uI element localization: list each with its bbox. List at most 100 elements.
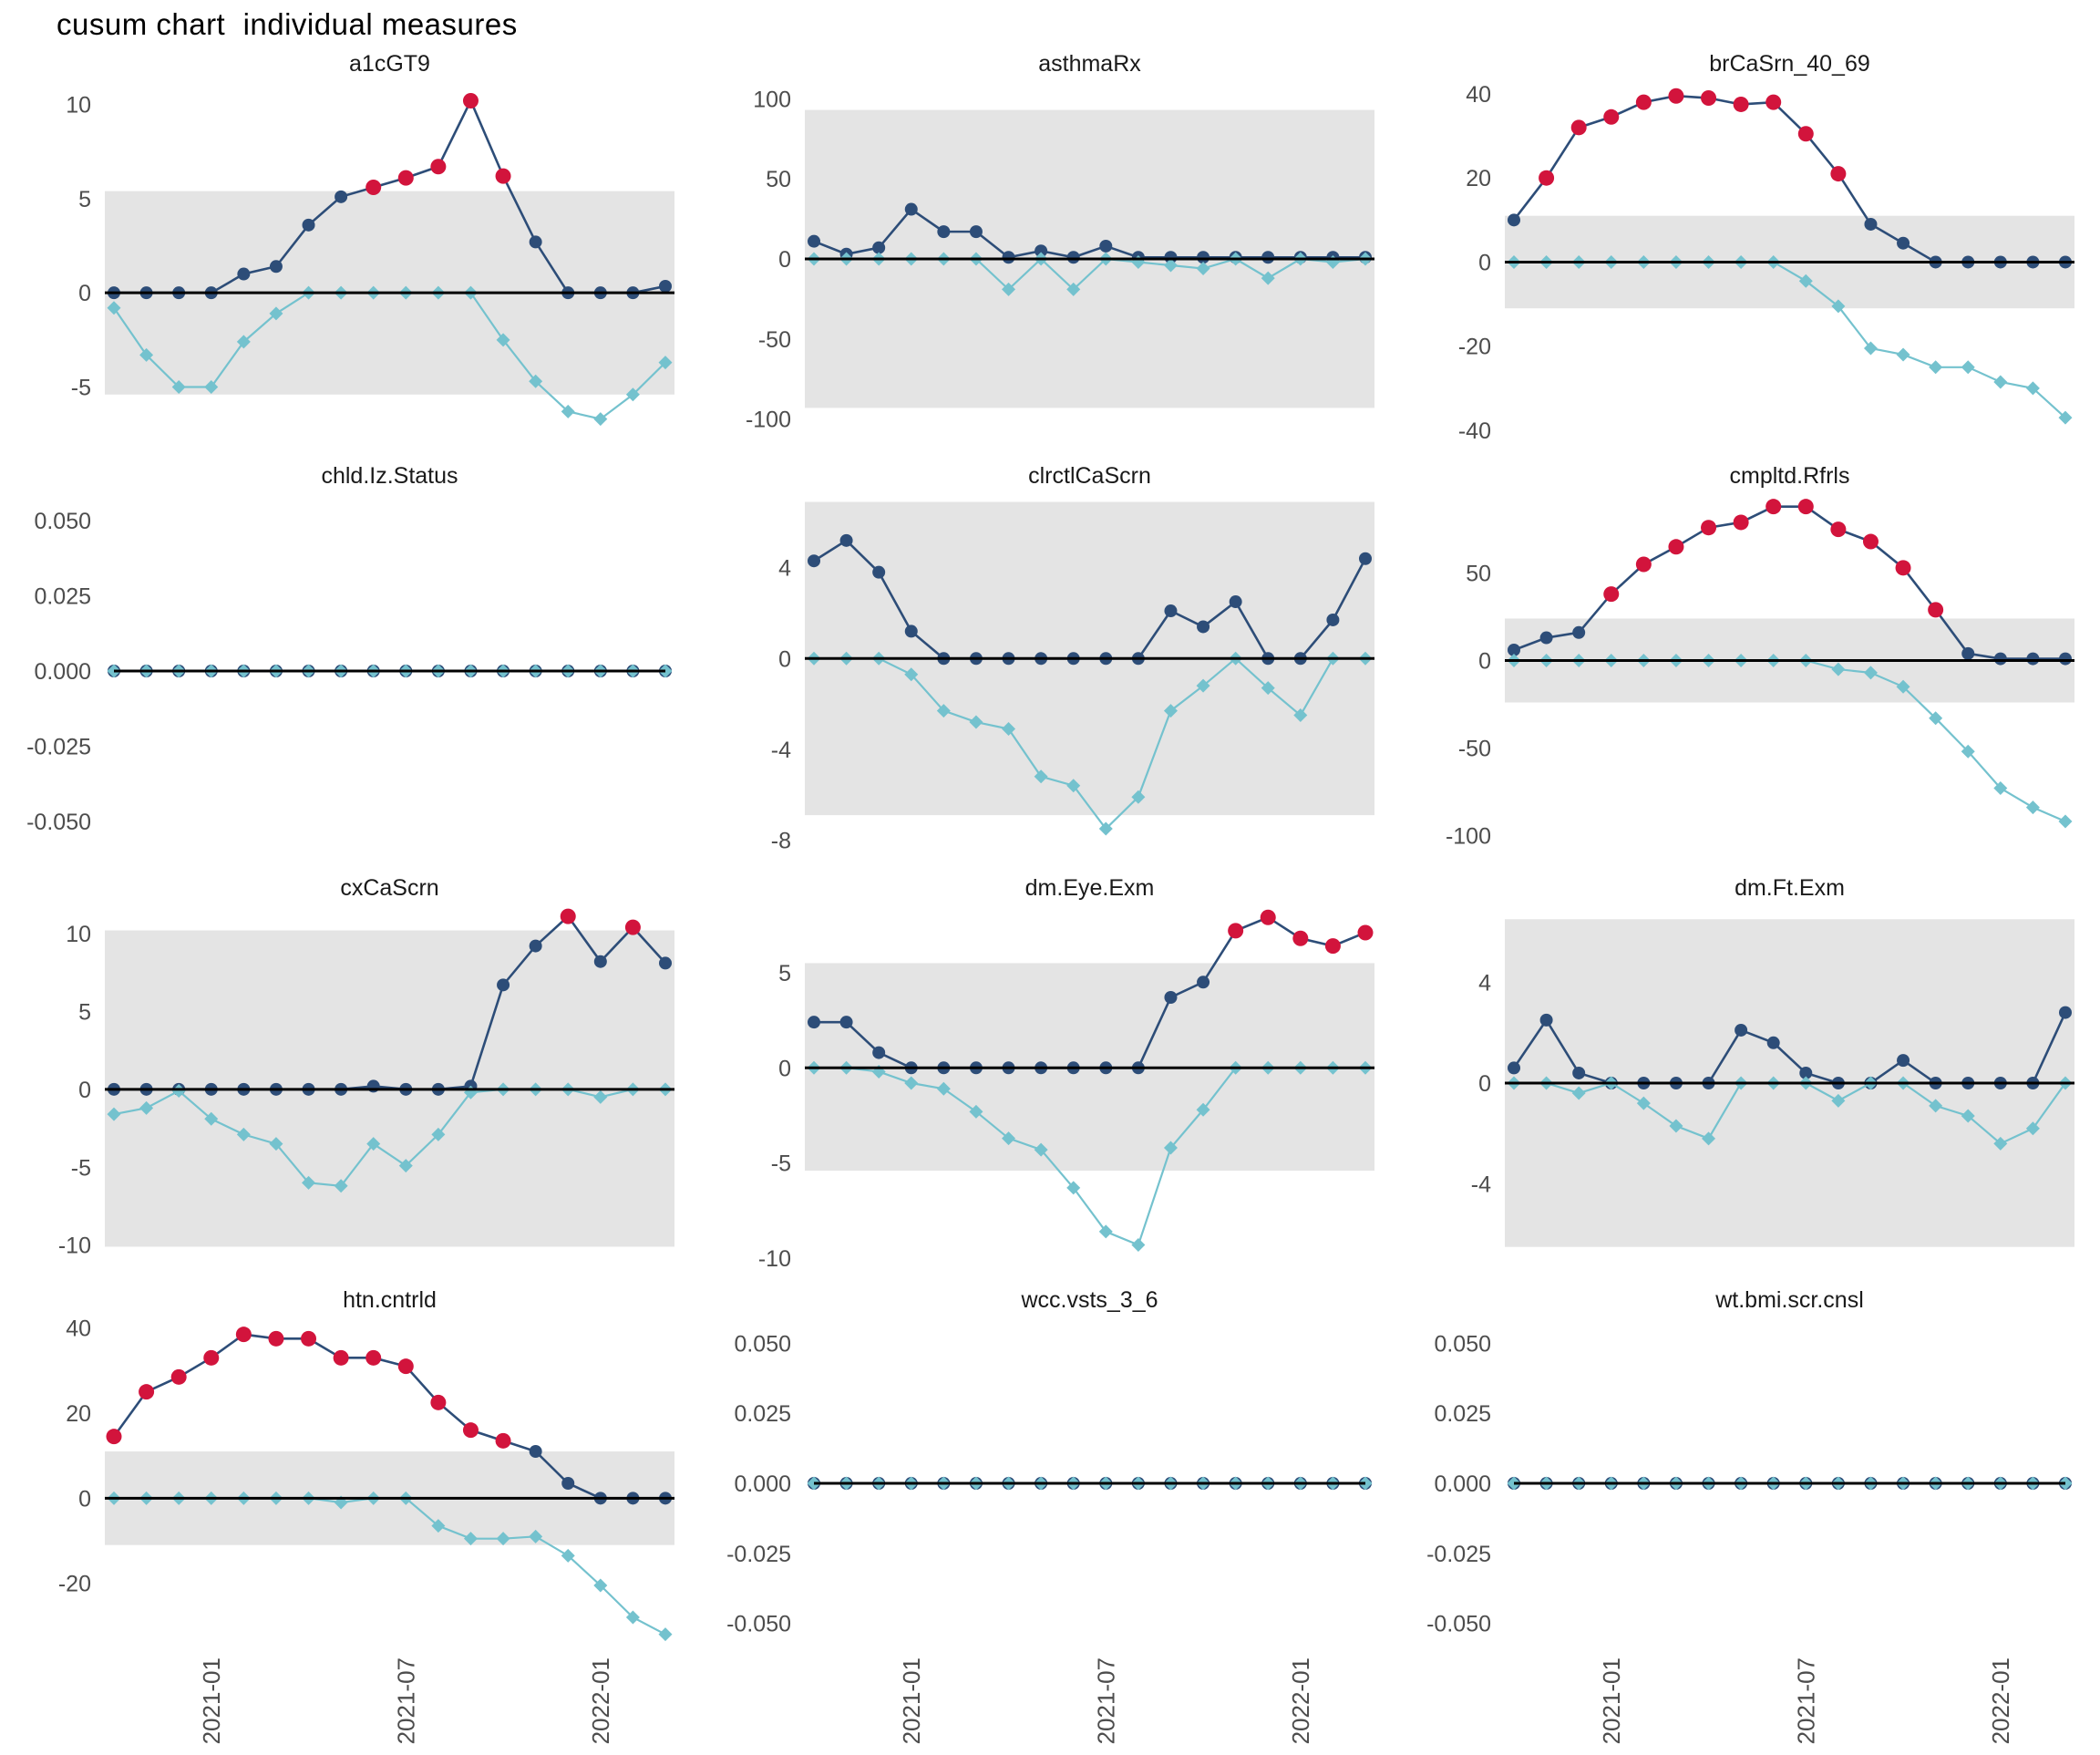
signal-point xyxy=(1228,923,1244,939)
signal-point xyxy=(365,179,382,195)
signal-point xyxy=(365,1349,382,1366)
upper-cusum-point xyxy=(529,939,542,953)
upper-cusum-point xyxy=(2059,1006,2072,1019)
lower-cusum-point xyxy=(171,1084,186,1099)
upper-cusum-point xyxy=(1197,620,1210,634)
signal-point xyxy=(1668,88,1684,104)
lower-cusum-point xyxy=(1261,681,1275,696)
x-tick-label: 2021-01 xyxy=(198,1657,225,1744)
lower-cusum-point xyxy=(1066,1181,1081,1195)
lower-cusum-point xyxy=(904,667,919,682)
signal-point xyxy=(301,1330,317,1347)
signal-point xyxy=(1357,924,1374,941)
panel-cell-cmpltd.Rfrls: cmpltd.Rfrls 50 0 -50 -100 xyxy=(1400,454,2100,866)
signal-point xyxy=(333,1349,349,1366)
lower-cusum-point xyxy=(1066,282,1081,296)
lower-cusum-point xyxy=(1261,271,1275,285)
x-tick-label: 2021-01 xyxy=(1598,1657,1625,1744)
upper-cusum-point xyxy=(904,625,918,638)
lower-cusum-point xyxy=(463,1085,478,1099)
y-tick-label: 5 xyxy=(778,961,791,986)
panel-cell-brCaSrn_40_69: brCaSrn_40_69 40 20 0 -20 -40 xyxy=(1400,42,2100,454)
lower-cusum-point xyxy=(1863,666,1878,680)
upper-cusum-point xyxy=(1735,1023,1748,1037)
lower-cusum-point xyxy=(236,335,251,349)
upper-cusum-point xyxy=(969,225,983,239)
y-tick-label: 40 xyxy=(1466,82,1491,108)
lower-cusum-point xyxy=(1929,711,1943,726)
signal-point xyxy=(1570,119,1587,136)
panel-cell-asthmaRx: asthmaRx 100 50 0 -50 -100 xyxy=(700,42,1400,454)
signal-point xyxy=(139,1384,155,1400)
lower-cusum-point xyxy=(1163,258,1178,273)
signal-point xyxy=(1830,166,1847,182)
signal-point xyxy=(1733,96,1749,112)
lower-cusum-point xyxy=(658,1627,673,1642)
panel-cell-wt.bmi.scr.cnsl: wt.bmi.scr.cnsl 0.050 0.025 0.000 -0.025 -0.0… xyxy=(1400,1278,2100,1750)
y-tick-label: -0.025 xyxy=(726,1542,791,1567)
x-tick-label: 2021-07 xyxy=(1092,1657,1119,1744)
y-tick-label: 20 xyxy=(66,1401,91,1427)
lower-cusum-point xyxy=(1961,360,1975,375)
upper-cusum-point xyxy=(2059,652,2072,666)
signal-point xyxy=(106,1429,122,1445)
upper-cusum-point xyxy=(1099,239,1113,253)
signal-point xyxy=(430,1394,447,1410)
lower-cusum-point xyxy=(496,333,510,347)
y-tick-label: 0.025 xyxy=(734,1401,791,1427)
upper-cusum-point xyxy=(529,235,542,249)
lower-cusum-point xyxy=(107,1107,121,1121)
y-tick-label: -0.050 xyxy=(26,810,91,835)
lower-cusum-point xyxy=(302,1175,316,1190)
y-tick-label: -0.050 xyxy=(1426,1612,1491,1637)
upper-cusum-point xyxy=(269,260,283,274)
lower-cusum-point xyxy=(2058,814,2073,829)
signal-point xyxy=(1701,90,1717,107)
x-tick-label: 2022-01 xyxy=(1287,1657,1314,1744)
signal-point xyxy=(1895,560,1911,576)
lower-cusum-point xyxy=(1896,347,1910,362)
upper-cusum-point xyxy=(1508,643,1520,656)
y-tick-label: -20 xyxy=(58,1572,91,1597)
y-tick-label: 0.050 xyxy=(1434,1331,1491,1357)
upper-cusum-point xyxy=(1508,1061,1520,1075)
upper-cusum-point xyxy=(1897,1054,1910,1068)
panel-cell-cxCaScrn: cxCaScrn 10 5 0 -5 -10 xyxy=(0,866,700,1278)
panel-chld.Iz.Status: chld.Iz.Status 0.050 0.025 0.000 -0.025 -0.05… xyxy=(26,463,673,835)
panel-dm.Ft.Exm: dm.Ft.Exm 4 0 -4 xyxy=(1471,875,2074,1247)
signal-point xyxy=(170,1368,187,1385)
panel-title: htn.cntrld xyxy=(343,1287,437,1313)
lower-cusum-point xyxy=(593,1578,608,1593)
lower-cusum-point xyxy=(1896,679,1910,694)
signal-point xyxy=(1797,126,1814,142)
y-tick-label: -0.025 xyxy=(26,734,91,759)
lower-cusum-point xyxy=(2058,410,2073,425)
y-tick-label: 0 xyxy=(1478,1071,1491,1097)
signal-point xyxy=(1603,586,1620,603)
lower-cusum-point xyxy=(1961,1109,1975,1123)
panel-cell-clrctlCaScrn: clrctlCaScrn 4 0 -4 -8 xyxy=(700,454,1400,866)
panel-cell-dm.Ft.Exm: dm.Ft.Exm 4 0 -4 xyxy=(1400,866,2100,1278)
lower-cusum-point xyxy=(1034,769,1048,784)
y-tick-label: 5 xyxy=(78,187,91,212)
y-tick-label: 0 xyxy=(78,1486,91,1512)
lower-cusum-point xyxy=(1929,360,1943,375)
signal-point xyxy=(1539,170,1555,186)
y-tick-label: 50 xyxy=(766,167,791,192)
lower-cusum-point xyxy=(1002,721,1016,736)
lower-cusum-point xyxy=(431,1127,446,1141)
page-title: cusum chart individual measures xyxy=(57,7,518,41)
y-tick-label: -20 xyxy=(1458,335,1491,360)
upper-cusum-point xyxy=(1326,613,1340,626)
lower-cusum-line xyxy=(814,656,1365,831)
y-tick-label: -8 xyxy=(771,829,791,854)
lower-cusum-point xyxy=(269,306,283,321)
panel-title: wt.bmi.scr.cnsl xyxy=(1714,1287,1864,1313)
panel-wcc.vsts_3_6: wcc.vsts_3_6 0.050 0.025 0.000 -0.025 -0.050 2… xyxy=(726,1287,1373,1744)
signal-point xyxy=(1635,556,1652,573)
lower-cusum-point xyxy=(139,347,154,362)
panel-cxCaScrn: cxCaScrn 10 5 0 -5 -10 xyxy=(58,875,674,1259)
panel-title: wcc.vsts_3_6 xyxy=(1020,1287,1158,1313)
lower-cusum-point xyxy=(463,1532,478,1546)
y-tick-label: -100 xyxy=(746,408,791,433)
